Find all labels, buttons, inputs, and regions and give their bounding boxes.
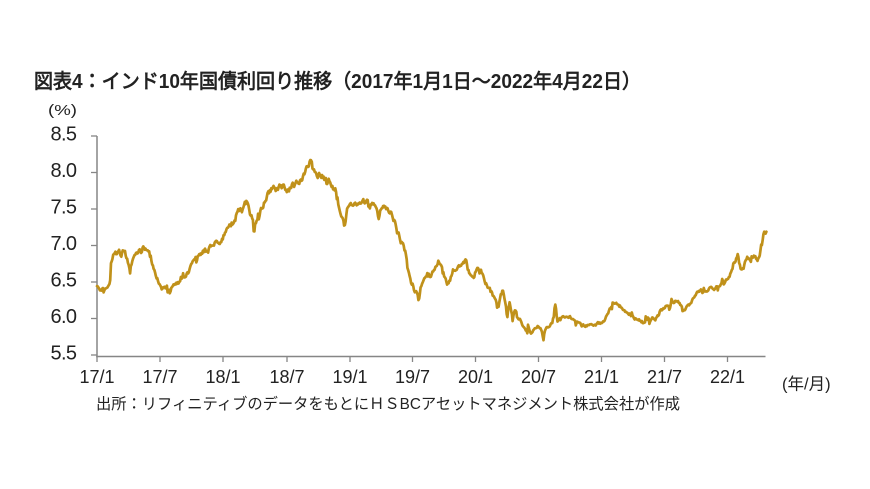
svg-text:6.0: 6.0	[51, 306, 78, 328]
svg-text:8.0: 8.0	[51, 160, 78, 182]
svg-text:7.0: 7.0	[51, 233, 78, 255]
svg-text:図表4：インド10年国債利回り推移（2017年1月1日～20: 図表4：インド10年国債利回り推移（2017年1月1日～2022年4月22日）	[34, 69, 641, 93]
svg-text:17/1: 17/1	[79, 367, 114, 387]
svg-text:20/7: 20/7	[521, 367, 556, 387]
svg-text:(年/月): (年/月)	[782, 375, 831, 394]
svg-text:21/7: 21/7	[647, 367, 682, 387]
svg-text:8.5: 8.5	[51, 124, 78, 146]
svg-text:17/7: 17/7	[142, 367, 177, 387]
svg-text:20/1: 20/1	[458, 367, 493, 387]
svg-text:18/1: 18/1	[205, 367, 240, 387]
svg-text:7.5: 7.5	[51, 197, 78, 219]
svg-text:6.5: 6.5	[51, 270, 78, 292]
svg-text:22/1: 22/1	[710, 367, 745, 387]
svg-text:18/7: 18/7	[269, 367, 304, 387]
svg-text:19/1: 19/1	[332, 367, 367, 387]
svg-text:(%): (%)	[48, 103, 77, 119]
svg-text:19/7: 19/7	[395, 367, 430, 387]
svg-text:21/1: 21/1	[584, 367, 619, 387]
svg-text:出所：リフィニティブのデータをもとにＨＳBCアセットマネジメ: 出所：リフィニティブのデータをもとにＨＳBCアセットマネジメント株式会社が作成	[96, 394, 680, 413]
svg-text:5.5: 5.5	[51, 343, 78, 365]
